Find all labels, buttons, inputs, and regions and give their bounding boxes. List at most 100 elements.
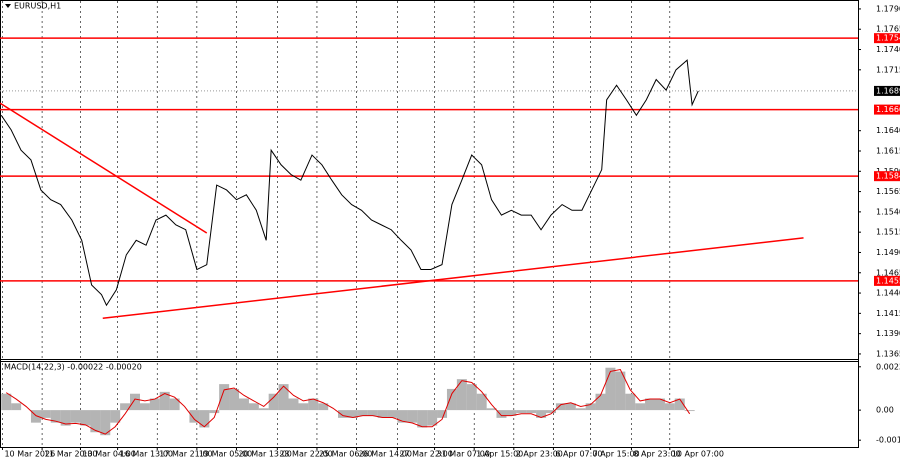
symbol-title: EURUSD,H1 — [14, 2, 61, 11]
y-tick-label: 1.1540 — [876, 207, 900, 216]
macd-bar — [278, 384, 289, 411]
y-tick-label: 1.1640 — [876, 126, 900, 135]
macd-bar — [674, 398, 685, 411]
plot-frame — [0, 0, 859, 448]
x-tick-label: 8 Apr 23:00 — [633, 450, 680, 459]
level-label-box — [874, 104, 900, 115]
symbol-menu-arrow[interactable] — [5, 4, 11, 8]
y-tick-label: 1.1490 — [876, 248, 900, 257]
level-label: 1.1584 — [876, 172, 900, 181]
x-tick-label: 10 Apr 07:00 — [672, 450, 724, 459]
macd-bar — [516, 410, 527, 414]
macd-bar — [209, 410, 220, 414]
macd-bar — [90, 410, 101, 433]
x-tick-label: 17 Mar 21:00 — [159, 450, 212, 459]
macd-bar — [70, 410, 81, 423]
macd-bar — [120, 403, 131, 411]
price-line — [0, 59, 699, 307]
x-tick-label: 10 Mar 2026 — [4, 450, 55, 459]
y-tick-label: 1.1715 — [876, 65, 900, 74]
macd-bar — [357, 410, 368, 416]
x-tick-label: 16 Mar 13:00 — [120, 450, 173, 459]
x-tick-label: 26 Mar 14:00 — [359, 450, 412, 459]
macd-bar — [159, 391, 170, 411]
macd-bar — [30, 410, 41, 423]
macd-bar — [645, 398, 656, 411]
macd-bar — [308, 398, 319, 411]
macd-bar — [367, 410, 378, 416]
y-tick-label: 1.1565 — [876, 187, 900, 196]
macd-bar — [625, 393, 636, 411]
macd-bar — [248, 403, 259, 411]
macd-bar — [60, 410, 71, 426]
y-tick-label: 1.1390 — [876, 329, 900, 338]
macd-bar — [338, 410, 348, 418]
macd-bar — [298, 403, 309, 411]
macd-bar — [585, 403, 596, 411]
macd-bar — [189, 410, 200, 423]
signal-line — [5, 368, 691, 435]
x-tick-label: 11 Mar 20:00 — [44, 450, 97, 459]
x-tick-label: 1 Apr 15:00 — [476, 450, 523, 459]
macd-bar — [565, 403, 576, 411]
y-tick-label: 1.1740 — [876, 45, 900, 54]
macd-bar — [238, 398, 249, 411]
macd-bar — [476, 393, 487, 411]
y-tick-label: 1.1465 — [876, 268, 900, 277]
x-tick-label: 25 Mar 06:00 — [319, 450, 372, 459]
trend-line — [102, 237, 804, 319]
macd-bar — [149, 398, 160, 411]
macd-bar — [635, 403, 646, 411]
level-label: 1.1666 — [876, 105, 900, 114]
macd-bar — [1, 393, 12, 411]
macd-bar — [40, 410, 51, 418]
level-label-box — [874, 171, 900, 182]
y-tick-label: 0.00 — [876, 406, 894, 415]
macd-bar — [664, 403, 675, 411]
macd-bar — [605, 367, 616, 411]
x-tick-label: 23 Mar 22:00 — [279, 450, 332, 459]
macd-bar — [110, 410, 121, 423]
macd-bar — [377, 410, 388, 418]
macd-bar — [199, 410, 210, 428]
y-tick-label: 1.1765 — [876, 25, 900, 34]
macd-bar — [456, 379, 467, 411]
last-price-label: 1.1689 — [876, 86, 900, 95]
macd-bar — [80, 410, 91, 426]
macd-bar — [575, 408, 586, 411]
macd-bar — [139, 403, 150, 411]
last-price-box — [874, 85, 900, 96]
macd-bar — [446, 388, 457, 411]
macd-bar — [130, 393, 140, 411]
macd-bar — [417, 410, 428, 428]
macd-bar — [595, 393, 606, 411]
macd-bar — [615, 371, 626, 411]
macd-bar — [546, 410, 556, 414]
macd-bar — [288, 398, 299, 411]
macd-bar — [11, 403, 22, 411]
macd-bar — [219, 384, 230, 411]
level-label-box — [874, 275, 900, 286]
macd-bar — [100, 410, 111, 436]
y-tick-label: 1.1440 — [876, 289, 900, 298]
indicator-title: MACD(14,22,3) -0.00022 -0.00020 — [4, 363, 142, 372]
macd-bar — [427, 410, 438, 426]
level-label: 1.1754 — [876, 34, 900, 43]
x-tick-label: 20 Mar 13:00 — [238, 450, 291, 459]
macd-bar — [486, 408, 497, 411]
macd-bar — [258, 408, 269, 411]
y-tick-label: 1.1515 — [876, 228, 900, 237]
macd-bar — [268, 393, 279, 411]
y-tick-label: 1.1415 — [876, 309, 900, 318]
macd-bar — [50, 410, 61, 423]
y-tick-label: 0.00235 — [876, 362, 900, 371]
macd-bar — [347, 410, 358, 418]
macd-bar — [526, 410, 537, 414]
macd-bar — [555, 403, 566, 411]
macd-bar — [506, 410, 517, 416]
macd-bar — [536, 410, 547, 418]
x-tick-label: 19 Mar 05:00 — [199, 450, 252, 459]
macd-bar — [169, 398, 180, 411]
y-tick-label: 1.1790 — [876, 4, 900, 13]
